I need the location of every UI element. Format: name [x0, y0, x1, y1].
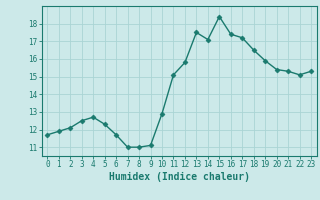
X-axis label: Humidex (Indice chaleur): Humidex (Indice chaleur) [109, 172, 250, 182]
